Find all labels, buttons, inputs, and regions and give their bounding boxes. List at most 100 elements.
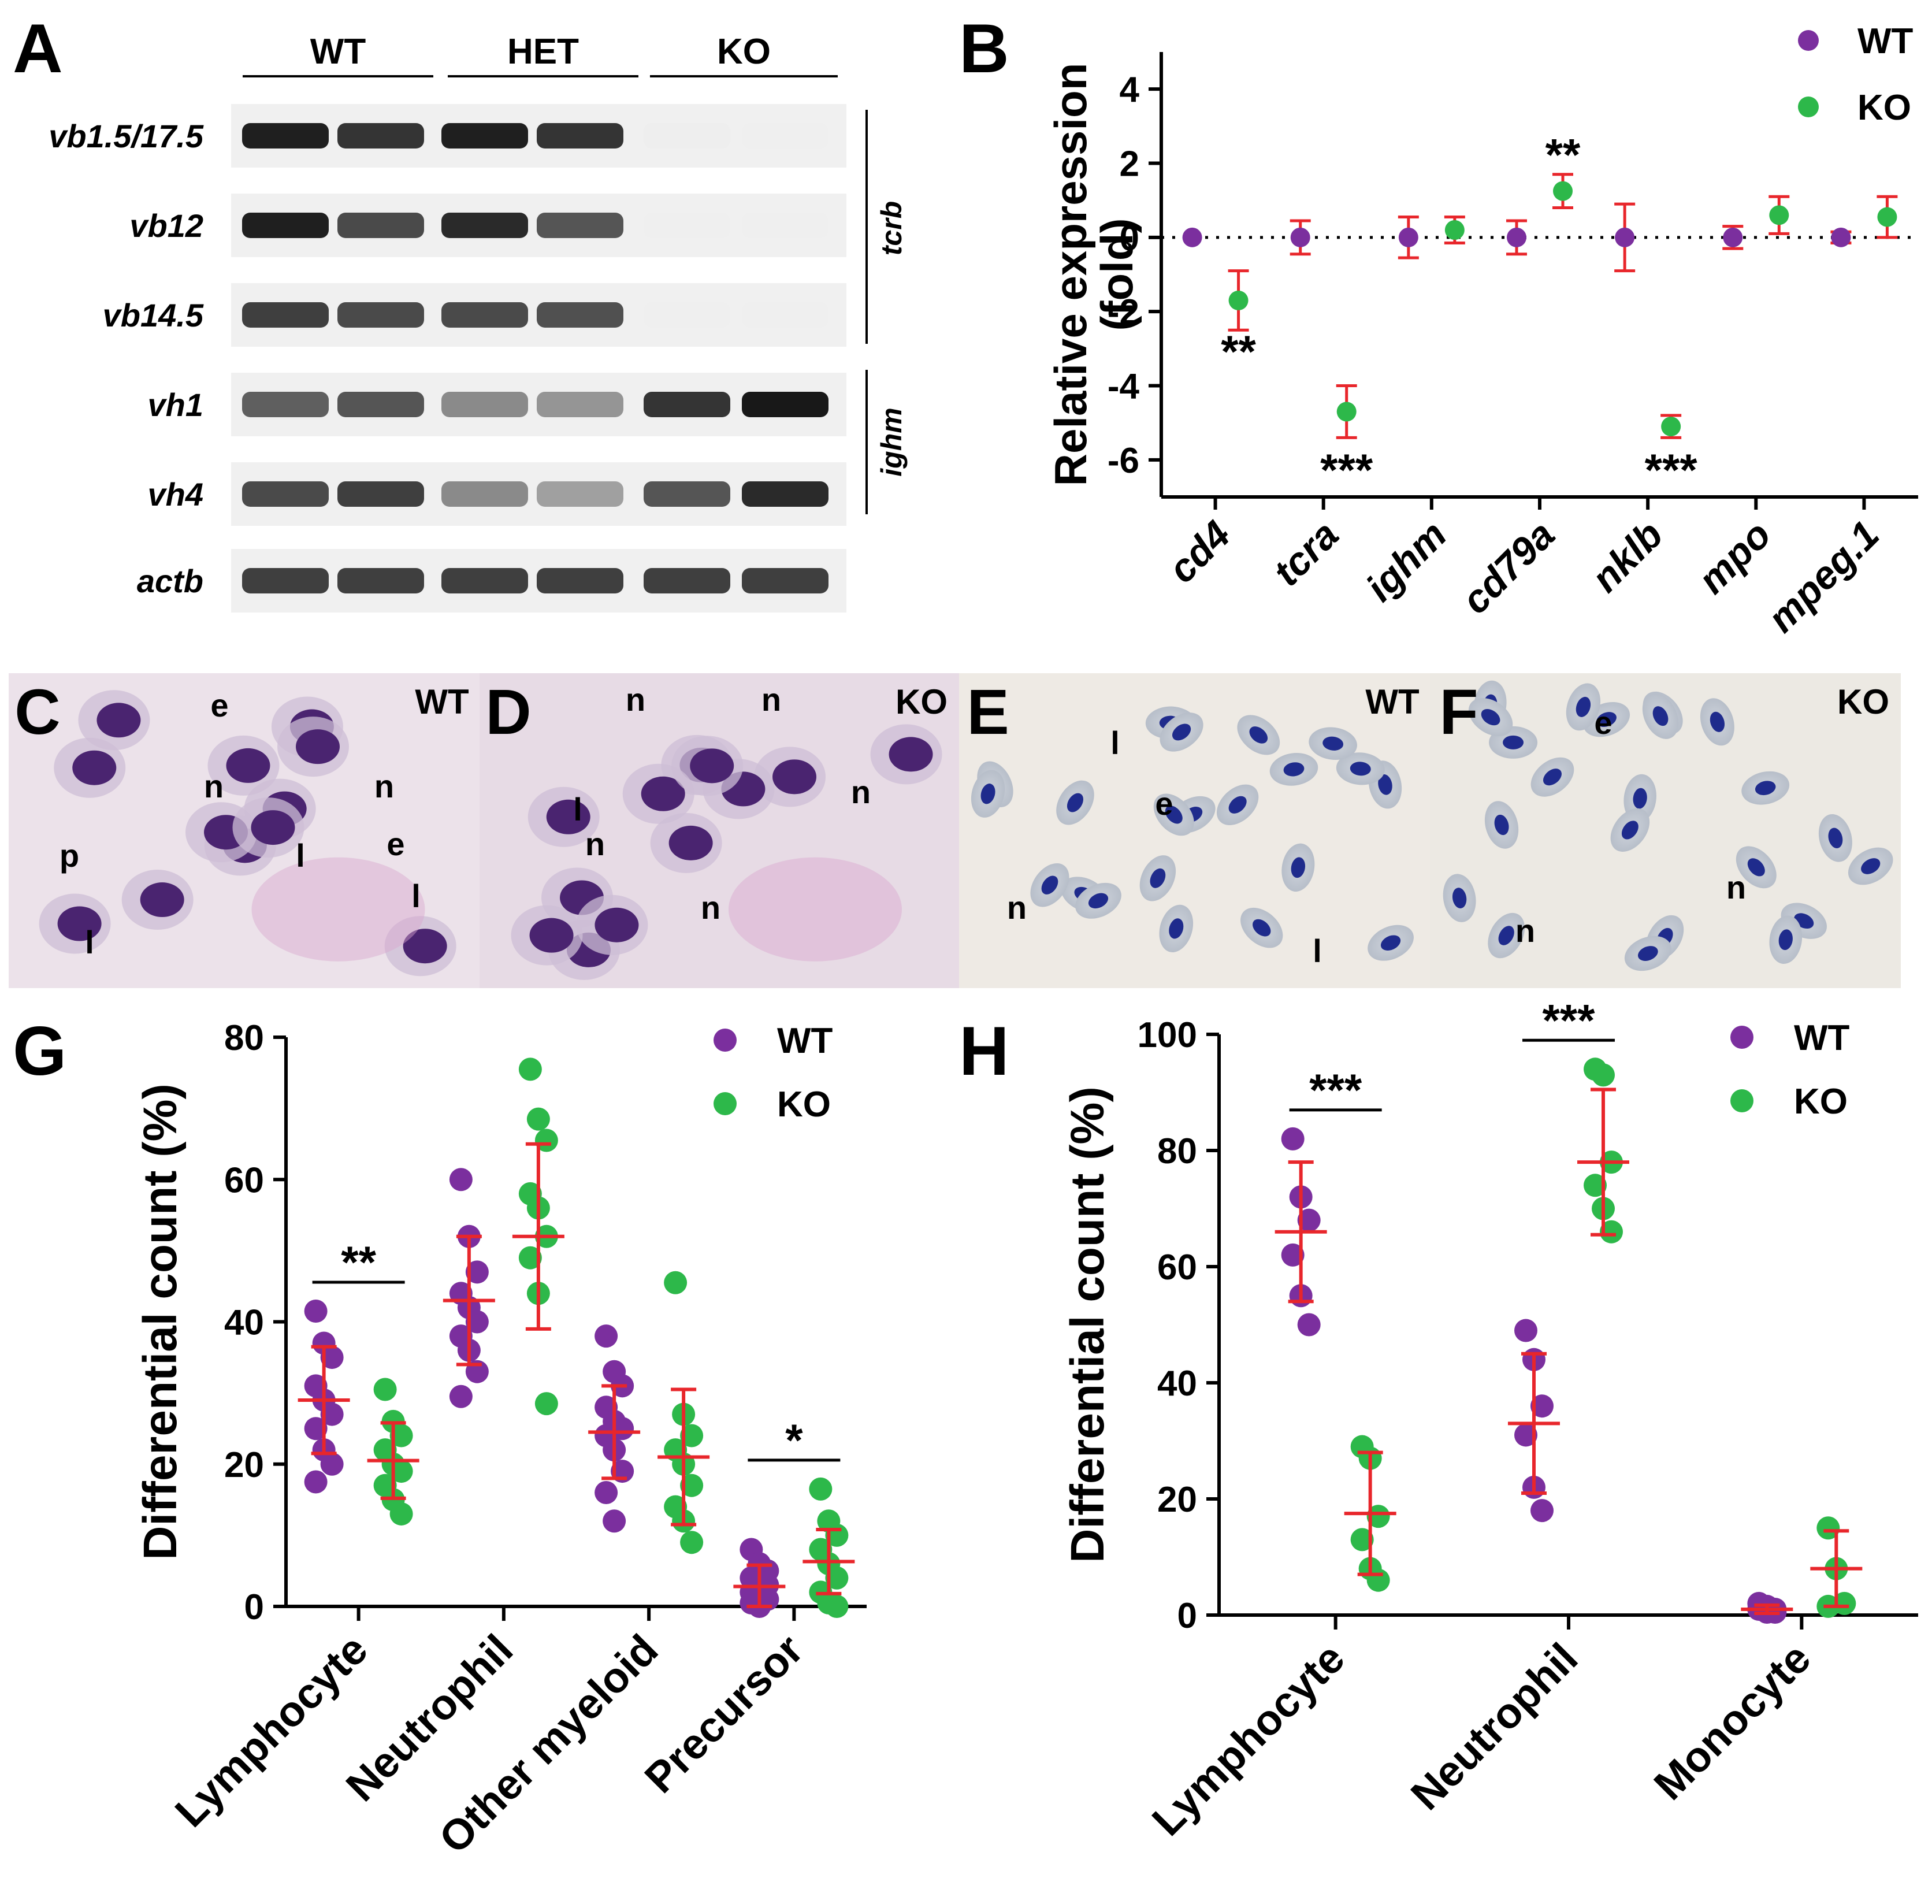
cell-nucleus: [57, 906, 102, 941]
panel-label-d: D: [485, 677, 531, 748]
erythrocyte-nucleus: [1498, 926, 1514, 945]
gel-row-label: vh1: [148, 387, 204, 423]
gel-band: [337, 123, 424, 149]
point-ko-other-myeloid: [680, 1474, 704, 1497]
point-wt-lymphocyte: [1297, 1208, 1321, 1232]
legend-label-wt: WT: [1857, 21, 1914, 61]
gel-band: [441, 123, 528, 149]
y-axis-label-unit: (fold): [1091, 218, 1142, 331]
y-axis-label: Relative expression: [1045, 63, 1096, 487]
point-wt-lymphocyte: [304, 1417, 328, 1441]
significance-mark: ***: [1645, 444, 1698, 495]
point-ko-neutrophil: [518, 1057, 542, 1081]
cell-type-label: p: [60, 837, 79, 874]
erythrocyte-nucleus: [1228, 796, 1247, 814]
point-ko-mpeg.1: [1877, 207, 1897, 227]
cell-nucleus: [772, 759, 817, 795]
erythrocyte-nucleus: [1543, 769, 1562, 786]
gel-band: [537, 213, 623, 238]
point-ko-cd79a: [1553, 181, 1573, 201]
gel-group-het: HET: [507, 32, 579, 72]
legend-label-ko: KO: [1794, 1082, 1848, 1122]
panel-label-c: C: [14, 677, 60, 748]
cell-type-label: l: [85, 924, 94, 960]
gel-row-label: vb12: [129, 207, 203, 244]
legend-label-wt: WT: [777, 1021, 833, 1061]
gel-band: [742, 123, 828, 149]
cell-nucleus: [251, 810, 295, 845]
gel-band: [537, 568, 623, 593]
y-tick-label: 100: [1138, 1015, 1197, 1055]
gel-band: [242, 302, 329, 328]
point-wt-neutrophil: [465, 1260, 489, 1284]
erythrocyte-nucleus: [1633, 788, 1647, 809]
cell-type-label: n: [626, 681, 645, 718]
cell-type-label: l: [411, 878, 421, 914]
cell-type-label: e: [1594, 704, 1612, 741]
y-tick-label: 60: [1157, 1248, 1197, 1287]
gel-band: [644, 123, 730, 149]
y-tick-label: -6: [1108, 441, 1139, 481]
gel-band: [742, 568, 828, 593]
point-wt-lymphocyte: [320, 1402, 344, 1426]
point-ko-lymphocyte: [1366, 1505, 1390, 1528]
gel-band: [742, 392, 828, 417]
gel-row-label: vb14.5: [103, 297, 204, 333]
erythrocyte-nucleus: [1350, 762, 1371, 776]
y-tick-label: 80: [1157, 1131, 1197, 1171]
point-ko-neutrophil: [526, 1107, 550, 1131]
gel-rows: vb1.5/17.5 vb12 vb14.5 vh1 vh4 actb: [49, 104, 846, 613]
gel-band: [337, 392, 424, 417]
significance-mark: ***: [1542, 994, 1595, 1045]
cell-type-label: e: [1155, 785, 1173, 822]
panel-label-a: A: [13, 10, 63, 87]
gel-row-label: actb: [137, 563, 203, 599]
point-ko-ighm: [1444, 220, 1465, 240]
erythrocyte-nucleus: [1041, 875, 1058, 895]
point-wt-neutrophil: [1514, 1319, 1537, 1342]
gel-band: [337, 302, 424, 328]
point-ko-lymphocyte: [389, 1502, 413, 1526]
erythrocyte-nucleus: [1778, 929, 1793, 951]
panel-a-gel: A WT HET KO vb1.5/17.5 vb12 vb14.5 vh1 vh4 actb…: [13, 10, 908, 613]
point-ko-monocyte: [1816, 1516, 1840, 1540]
y-axis-label: Differential count (%): [1061, 1086, 1114, 1563]
panel-label-f: F: [1439, 677, 1478, 748]
y-tick-label: 60: [224, 1160, 264, 1200]
point-ko-lymphocyte: [1350, 1528, 1374, 1552]
erythrocyte-nucleus: [1621, 821, 1639, 840]
gel-band: [537, 392, 623, 417]
gel-group-ko: KO: [717, 32, 771, 72]
point-ko-neutrophil: [1584, 1174, 1607, 1197]
x-tick-label-monocyte: Monocyte: [1645, 1634, 1820, 1809]
panel-label-g: G: [13, 1012, 66, 1090]
cell-type-label: n: [204, 768, 224, 804]
point-ko-nklb: [1661, 417, 1681, 437]
legend-marker-wt: [1798, 30, 1819, 51]
cell-type-label: n: [851, 774, 871, 810]
point-wt-tcra: [1290, 227, 1310, 247]
x-tick-label-cd79a: cd79a: [1454, 513, 1563, 622]
erythrocyte-nucleus: [1576, 696, 1591, 717]
point-ko-lymphocyte: [373, 1378, 397, 1401]
cell-nucleus: [641, 776, 685, 811]
point-wt-neutrophil: [465, 1310, 489, 1334]
legend-marker-wt: [1730, 1026, 1753, 1049]
erythrocyte-nucleus: [1283, 762, 1305, 777]
cell-type-label: n: [701, 889, 720, 926]
x-tick-label-nklb: nklb: [1583, 513, 1671, 601]
point-wt-other-myeloid: [595, 1481, 618, 1504]
point-wt-neutrophil: [1530, 1499, 1554, 1523]
y-tick-label: 20: [224, 1445, 264, 1485]
significance-mark: ***: [1309, 1064, 1362, 1115]
cell-nucleus: [296, 729, 340, 764]
cell-type-label: n: [761, 681, 781, 718]
point-wt-neutrophil: [449, 1385, 473, 1408]
point-wt-neutrophil: [1530, 1394, 1554, 1418]
erythrocyte-nucleus: [1861, 858, 1881, 874]
erythrocyte-nucleus: [1747, 858, 1765, 877]
erythrocyte-nucleus: [1067, 793, 1084, 812]
cell-nucleus: [403, 929, 447, 964]
point-wt-cd4: [1182, 227, 1202, 247]
